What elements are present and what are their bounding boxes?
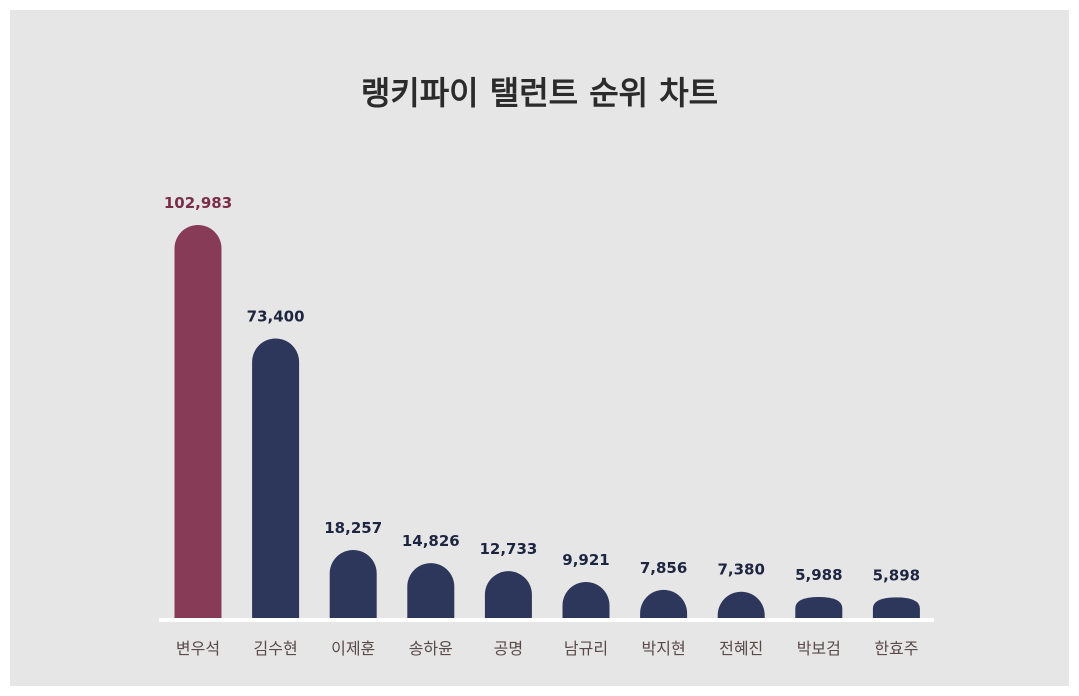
value-label-4: 14,826 (402, 532, 460, 550)
category-label-9: 박보검 (797, 639, 841, 658)
category-label-10: 한효주 (874, 639, 918, 658)
bar-2 (252, 338, 300, 620)
bar-7 (640, 589, 688, 620)
chart-title: 랭키파이 탤런트 순위 차트 (360, 74, 719, 112)
value-label-10: 5,898 (873, 566, 920, 584)
bar-9 (795, 597, 843, 620)
bar-3 (329, 549, 377, 620)
bar-8 (717, 591, 765, 620)
bar-6 (562, 581, 610, 620)
bar-5 (484, 571, 532, 620)
value-label-1: 102,983 (164, 194, 232, 212)
category-label-7: 박지현 (642, 639, 686, 658)
value-label-7: 7,856 (640, 559, 687, 577)
value-label-2: 73,400 (247, 307, 305, 325)
category-label-5: 공명 (494, 639, 523, 658)
category-label-1: 변우석 (176, 639, 220, 658)
value-label-6: 9,921 (562, 551, 609, 569)
bar-1 (174, 225, 222, 620)
value-label-5: 12,733 (479, 540, 537, 558)
value-label-3: 18,257 (324, 519, 382, 537)
value-label-8: 7,380 (717, 561, 764, 579)
category-label-6: 남규리 (564, 639, 608, 658)
category-label-2: 김수현 (254, 639, 298, 658)
bar-10 (872, 597, 920, 620)
bar-4 (407, 563, 455, 620)
value-label-9: 5,988 (795, 566, 842, 584)
category-label-4: 송하윤 (409, 639, 453, 658)
category-label-3: 이제훈 (331, 639, 375, 658)
category-label-8: 전혜진 (719, 639, 763, 658)
